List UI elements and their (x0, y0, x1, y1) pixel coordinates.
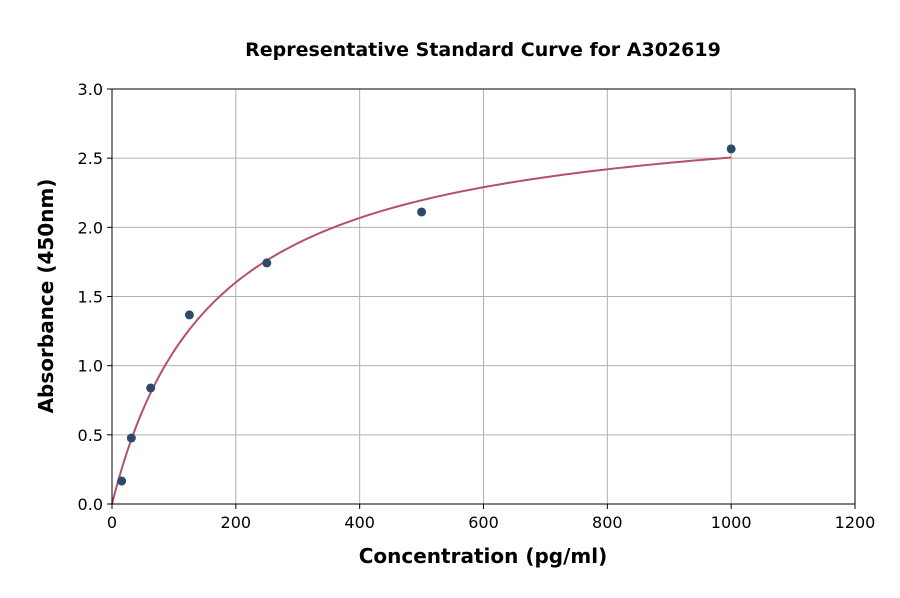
y-tick-label: 0.5 (78, 426, 103, 445)
grid (111, 88, 856, 505)
x-tick-label: 400 (344, 513, 375, 532)
x-tick-label: 600 (468, 513, 499, 532)
data-points (117, 144, 736, 486)
data-point (126, 433, 136, 443)
data-point (262, 258, 272, 268)
y-tick-label: 1.0 (78, 357, 103, 376)
y-axis-label: Absorbance (450nm) (34, 179, 58, 414)
data-point (117, 476, 127, 486)
y-tick-label: 1.5 (78, 288, 103, 307)
x-tick-label: 800 (592, 513, 623, 532)
data-point (417, 207, 427, 217)
data-point (726, 144, 736, 154)
y-tick-label: 2.5 (78, 149, 103, 168)
y-tick-label: 0.0 (78, 495, 103, 514)
chart-title: Representative Standard Curve for A30261… (245, 39, 721, 61)
data-point (146, 383, 156, 393)
x-tick-label: 200 (221, 513, 252, 532)
y-tick-label: 2.0 (78, 218, 103, 237)
data-point (184, 310, 194, 320)
y-tick-label: 3.0 (78, 80, 103, 99)
x-tick-label: 1000 (711, 513, 752, 532)
x-tick-label: 1200 (835, 513, 876, 532)
x-axis-label: Concentration (pg/ml) (359, 544, 608, 568)
x-tick-label: 0 (107, 513, 117, 532)
x-axis-ticks: 0 200 400 600 800 1000 1200 (107, 504, 875, 532)
y-axis-ticks: 0.0 0.5 1.0 1.5 2.0 2.5 3.0 (78, 80, 112, 514)
